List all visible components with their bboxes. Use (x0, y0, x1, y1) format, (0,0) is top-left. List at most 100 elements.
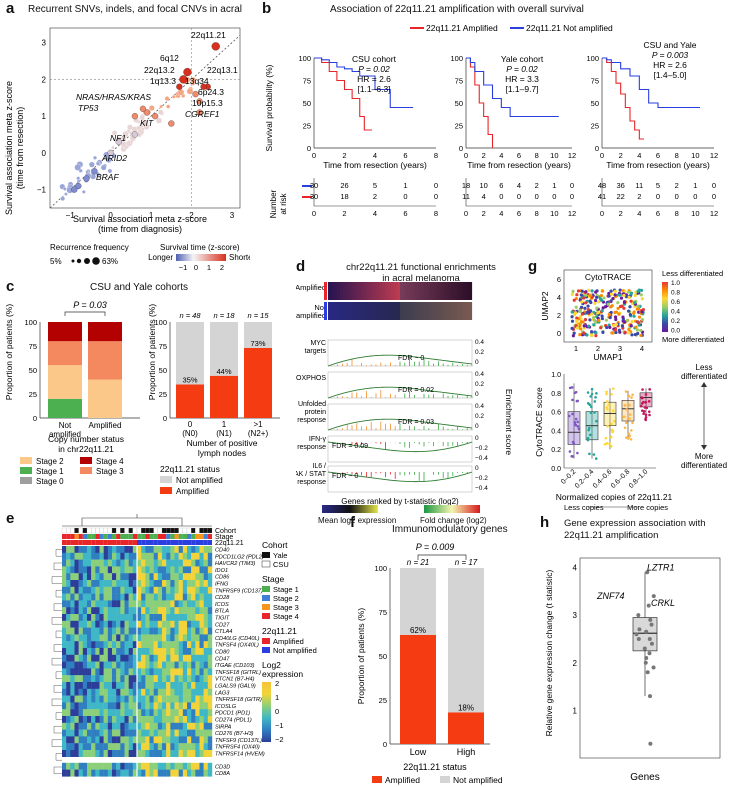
g-umap-point (622, 300, 627, 304)
e-heat-cell (128, 552, 134, 560)
a-point (76, 179, 81, 183)
risk-blue: 2 (675, 181, 679, 190)
e-heat-cell (62, 716, 67, 723)
g-box-point (639, 404, 643, 408)
a-point (135, 125, 141, 131)
e-heat-cell (199, 552, 204, 560)
h-point (644, 629, 649, 634)
e-heat-cell (141, 762, 146, 770)
g-cb-tick: 0.6 (671, 299, 680, 306)
e-heat-cell (153, 654, 159, 662)
e-heat-cell (95, 566, 100, 574)
e-heat-cell (103, 750, 109, 757)
g-less-copies: Less copies (564, 503, 604, 512)
g-more-copies: More copies (627, 503, 668, 512)
b-xtick: 12 (568, 151, 576, 160)
e-heat-cell (191, 641, 196, 649)
a-point (75, 182, 82, 190)
e-heat-cell (107, 580, 113, 587)
e-heat-cell (166, 566, 171, 574)
e-heat-cell (191, 559, 196, 567)
e-heat-cell (137, 654, 142, 662)
a-point (172, 94, 176, 99)
e-heat-cell (199, 750, 204, 757)
e-heat-cell (91, 546, 96, 553)
g-box-point (576, 425, 580, 428)
e-heat-cell (153, 716, 159, 723)
e-heat-cell (62, 722, 67, 730)
d-heat-cell (343, 302, 347, 320)
d-es-tick: 0.4 (475, 403, 484, 410)
e-amp-cell (141, 540, 146, 545)
e-heat-cell (66, 552, 71, 560)
e-heat-cell (174, 648, 179, 655)
e-cohort-cell (195, 527, 200, 534)
e-heat-cell (162, 600, 167, 608)
e-heat-cell (199, 709, 204, 717)
e-heat-cell (199, 648, 204, 655)
e-row-dendro (51, 576, 62, 584)
d-pathway-name: response (297, 417, 326, 424)
e-heat-cell (149, 620, 154, 628)
b-cohort-name: CSU and Yale (643, 40, 696, 50)
e-heat-cell (74, 682, 79, 689)
e-heat-cell (203, 600, 209, 608)
d-es-tick: 0.2 (475, 381, 484, 388)
survival-shorter: Shorter (229, 253, 250, 262)
g-box-ytick: 1.0 (551, 372, 561, 379)
e-heat-cell (170, 769, 175, 777)
a-ytick: 2 (42, 75, 47, 84)
e-heat-cell (82, 627, 88, 635)
b-ytick: 100 (298, 54, 311, 63)
e-heat-cell (162, 559, 167, 567)
e-heat-cell (141, 702, 146, 710)
risk-xtick: 10 (550, 209, 558, 218)
d-heat-cell (355, 302, 359, 320)
g-umap-point (593, 301, 597, 305)
e-heat-cell (87, 580, 92, 587)
risk-xtick: 6 (403, 209, 407, 218)
e-heat-cell (107, 716, 113, 723)
e-heat-cell (149, 709, 154, 717)
d-pathway-name: response (297, 479, 326, 486)
d-heat-cell (439, 282, 443, 300)
e-amp-cell (103, 540, 108, 545)
e-heat-cell (187, 627, 192, 635)
g-umap-point (639, 293, 643, 297)
e-row-dendro (53, 766, 62, 774)
b-xtick: 10 (691, 151, 699, 160)
a-point (91, 168, 98, 175)
e-heat-cell (191, 688, 196, 696)
e-heat-cell (116, 573, 121, 581)
e-heat-cell (62, 546, 67, 553)
e-heat-cell (174, 675, 179, 683)
e-heat-cell (107, 546, 113, 553)
d-enrichment-curve (327, 471, 473, 483)
e-heat-cell (99, 546, 104, 553)
e-heat-cell (195, 702, 200, 710)
d-not-marker (324, 302, 327, 320)
e-heat-cell (166, 729, 171, 737)
e-heat-cell (128, 668, 134, 676)
e-heat-cell (70, 661, 75, 669)
e-heat-cell (157, 566, 163, 574)
d-heat-cell (451, 302, 455, 320)
e-heat-cell (128, 716, 134, 723)
c-right-cat-sub: (N2+) (248, 429, 269, 438)
e-heat-cell (162, 607, 167, 615)
e-heat-cell (107, 627, 113, 635)
g-umap-point (576, 289, 581, 293)
e-heat-cell (182, 546, 188, 553)
e-amp-legend: Not amplified (273, 646, 317, 655)
e-heat-cell (99, 654, 104, 662)
e-heat-cell (174, 641, 179, 649)
e-heat-cell (82, 654, 88, 662)
e-heat-cell (141, 736, 146, 744)
a-gene-label: 22q13.1 (207, 65, 238, 75)
e-heat-cell (207, 552, 213, 560)
b-ytick: 100 (450, 54, 463, 63)
e-heat-cell (87, 614, 92, 621)
e-heat-cell (141, 729, 146, 737)
e-heat-cell (157, 648, 163, 655)
e-heat-cell (162, 593, 167, 601)
